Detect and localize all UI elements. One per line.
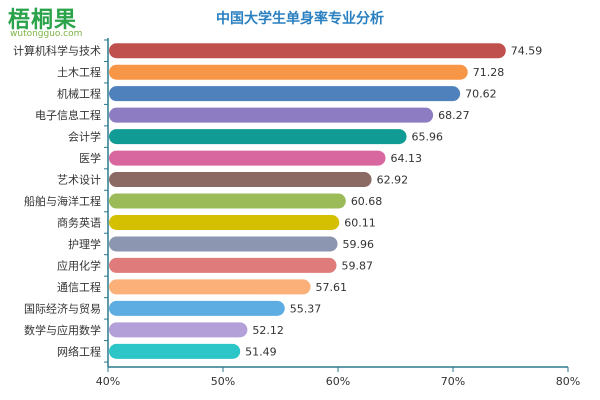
category-label: 船舶与海洋工程 [24, 194, 101, 208]
bar [109, 300, 285, 316]
value-label: 64.13 [390, 152, 422, 165]
x-tick-label: 50% [211, 375, 235, 388]
x-tick-label: 60% [326, 375, 350, 388]
bar [109, 279, 311, 295]
bar [109, 150, 386, 166]
value-label: 68.27 [438, 109, 470, 122]
value-label: 62.92 [377, 174, 409, 187]
category-label: 艺术设计 [57, 174, 101, 187]
bar [109, 64, 468, 80]
category-label: 会计学 [68, 130, 101, 144]
category-label: 医学 [79, 151, 101, 165]
chart-title: 中国大学生单身率专业分析 [216, 11, 384, 27]
category-label: 数学与应用数学 [24, 323, 101, 337]
value-label: 59.96 [343, 238, 375, 251]
category-label: 电子信息工程 [35, 108, 101, 122]
category-label: 通信工程 [57, 281, 101, 294]
category-label: 国际经济与贸易 [24, 301, 101, 315]
bar [109, 43, 506, 59]
logo-subtext: wutongguo.com [10, 29, 83, 39]
bar [109, 322, 248, 338]
logo-text: 梧桐果 [8, 8, 78, 33]
value-label: 55.37 [290, 302, 322, 315]
bar [109, 193, 346, 209]
value-label: 51.49 [245, 345, 277, 358]
x-tick-label: 70% [441, 375, 465, 388]
value-label: 60.68 [351, 195, 383, 208]
value-label: 57.61 [316, 281, 348, 294]
bar [109, 236, 338, 252]
value-label: 70.62 [465, 88, 497, 101]
category-label: 计算机科学与技术 [13, 44, 101, 58]
category-label: 土木工程 [57, 66, 101, 79]
bar [109, 129, 407, 145]
value-label: 60.11 [344, 216, 376, 229]
category-label: 网络工程 [57, 344, 101, 358]
value-label: 52.12 [252, 324, 284, 337]
bar [109, 214, 340, 230]
bar [109, 86, 461, 102]
category-label: 护理学 [68, 237, 101, 251]
value-label: 74.59 [511, 45, 543, 58]
category-label: 机械工程 [57, 87, 101, 101]
category-label: 应用化学 [57, 258, 101, 272]
x-tick-label: 40% [96, 375, 120, 388]
value-label: 71.28 [473, 66, 505, 79]
value-label: 65.96 [412, 131, 444, 144]
bar [109, 107, 434, 123]
category-label: 商务英语 [57, 215, 101, 229]
bar [109, 343, 241, 359]
bar [109, 257, 337, 273]
value-label: 59.87 [342, 259, 374, 272]
logo: 梧桐果 wutongguo.com [8, 2, 98, 42]
bar [109, 172, 372, 188]
x-tick-label: 80% [556, 375, 580, 388]
